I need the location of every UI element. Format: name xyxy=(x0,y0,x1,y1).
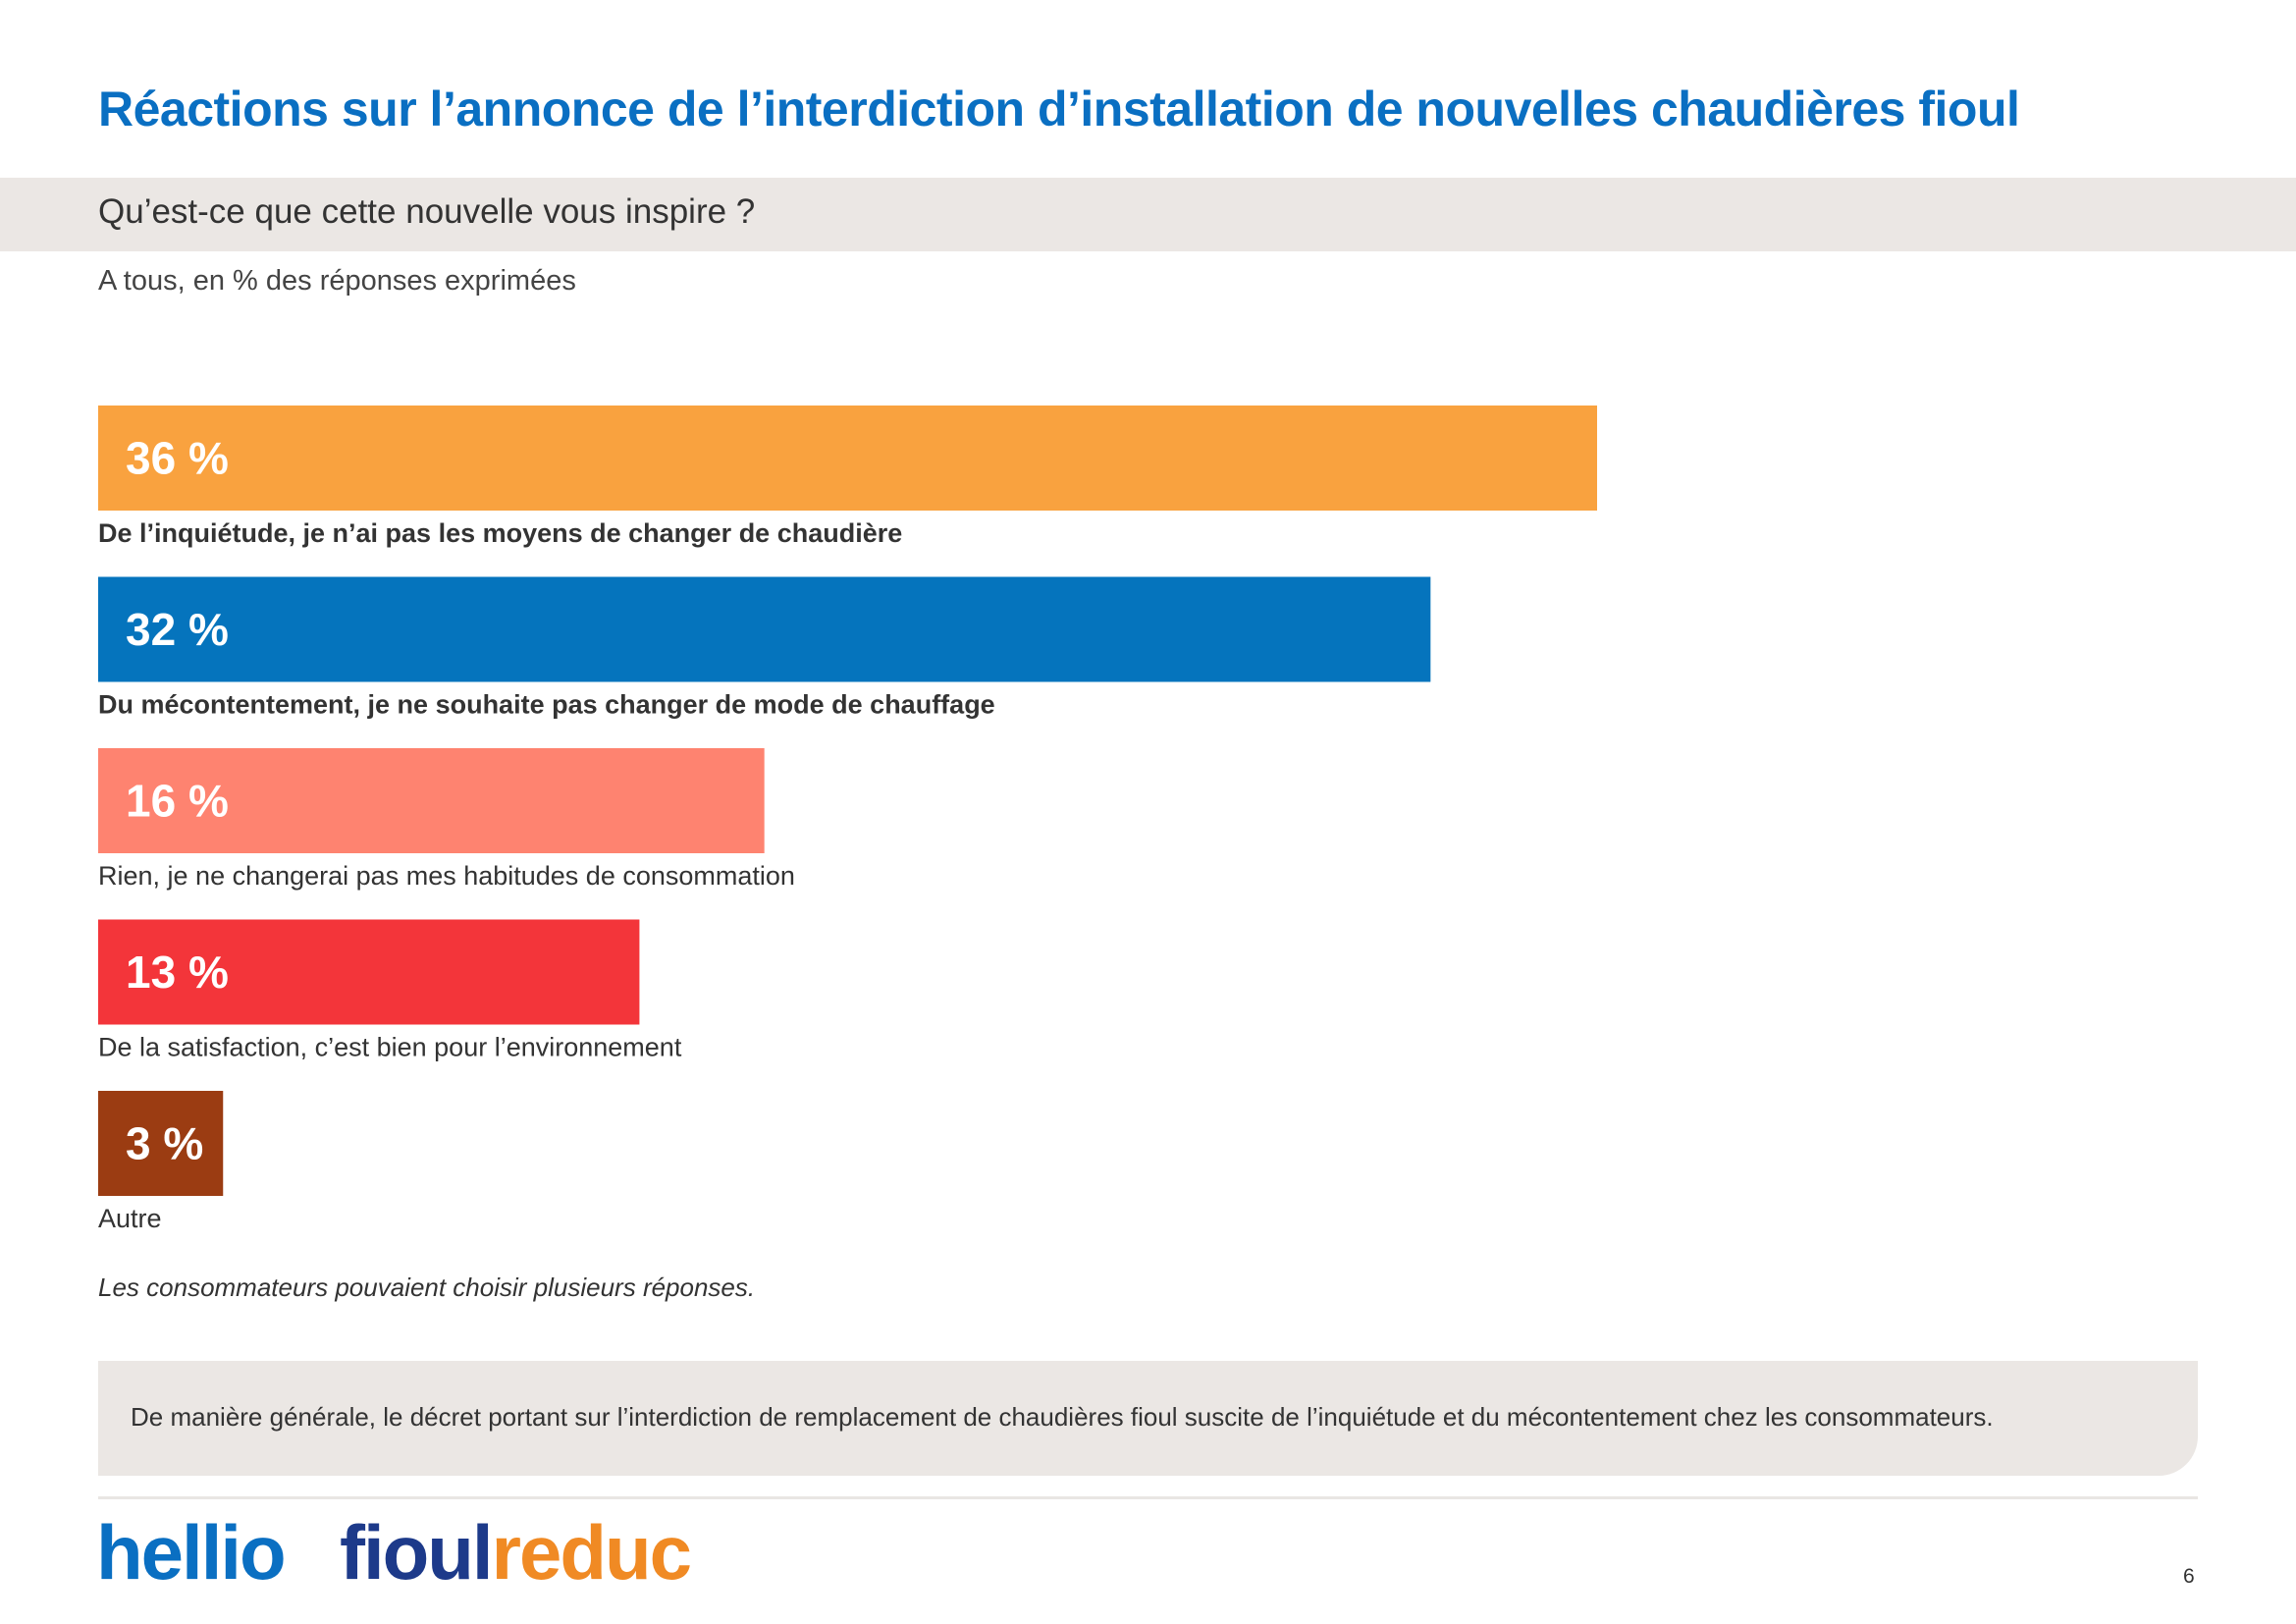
hellio-logo: hellio xyxy=(96,1509,287,1596)
bar-category-label: Rien, je ne changerai pas mes habitudes … xyxy=(98,861,795,891)
bar-category-label: Du mécontentement, je ne souhaite pas ch… xyxy=(98,690,995,720)
fioulreduc-logo-part2: reduc xyxy=(491,1509,692,1596)
bar-3 xyxy=(98,748,765,853)
footnote: Les consommateurs pouvaient choisir plus… xyxy=(98,1272,756,1302)
bar-1 xyxy=(98,406,1597,511)
fioulreduc-logo: fioulreduc xyxy=(340,1508,692,1597)
bar-category-label: De l’inquiétude, je n’ai pas les moyens … xyxy=(98,518,902,548)
bar-value-label: 16 % xyxy=(126,776,229,827)
bar-category-label: De la satisfaction, c’est bien pour l’en… xyxy=(98,1033,682,1062)
bar-value-label: 3 % xyxy=(126,1118,203,1169)
question-band xyxy=(0,178,2296,251)
page-number: 6 xyxy=(2183,1565,2195,1588)
page-title: Réactions sur l’annonce de l’interdictio… xyxy=(98,81,2020,136)
bar-5 xyxy=(98,1091,224,1196)
base-description: A tous, en % des réponses exprimées xyxy=(98,265,576,297)
fioulreduc-logo-part1: fioul xyxy=(340,1509,494,1596)
bar-4 xyxy=(98,919,640,1025)
bar-value-label: 36 % xyxy=(126,433,229,484)
summary-text: De manière générale, le décret portant s… xyxy=(131,1402,1994,1432)
bar-2 xyxy=(98,576,1431,682)
bar-value-label: 13 % xyxy=(126,947,229,998)
bar-category-label: Autre xyxy=(98,1204,162,1233)
summary-box: De manière générale, le décret portant s… xyxy=(98,1361,2198,1476)
survey-question: Qu’est-ce que cette nouvelle vous inspir… xyxy=(98,192,756,231)
bar-value-label: 32 % xyxy=(126,604,229,655)
footer-divider xyxy=(98,1496,2198,1499)
